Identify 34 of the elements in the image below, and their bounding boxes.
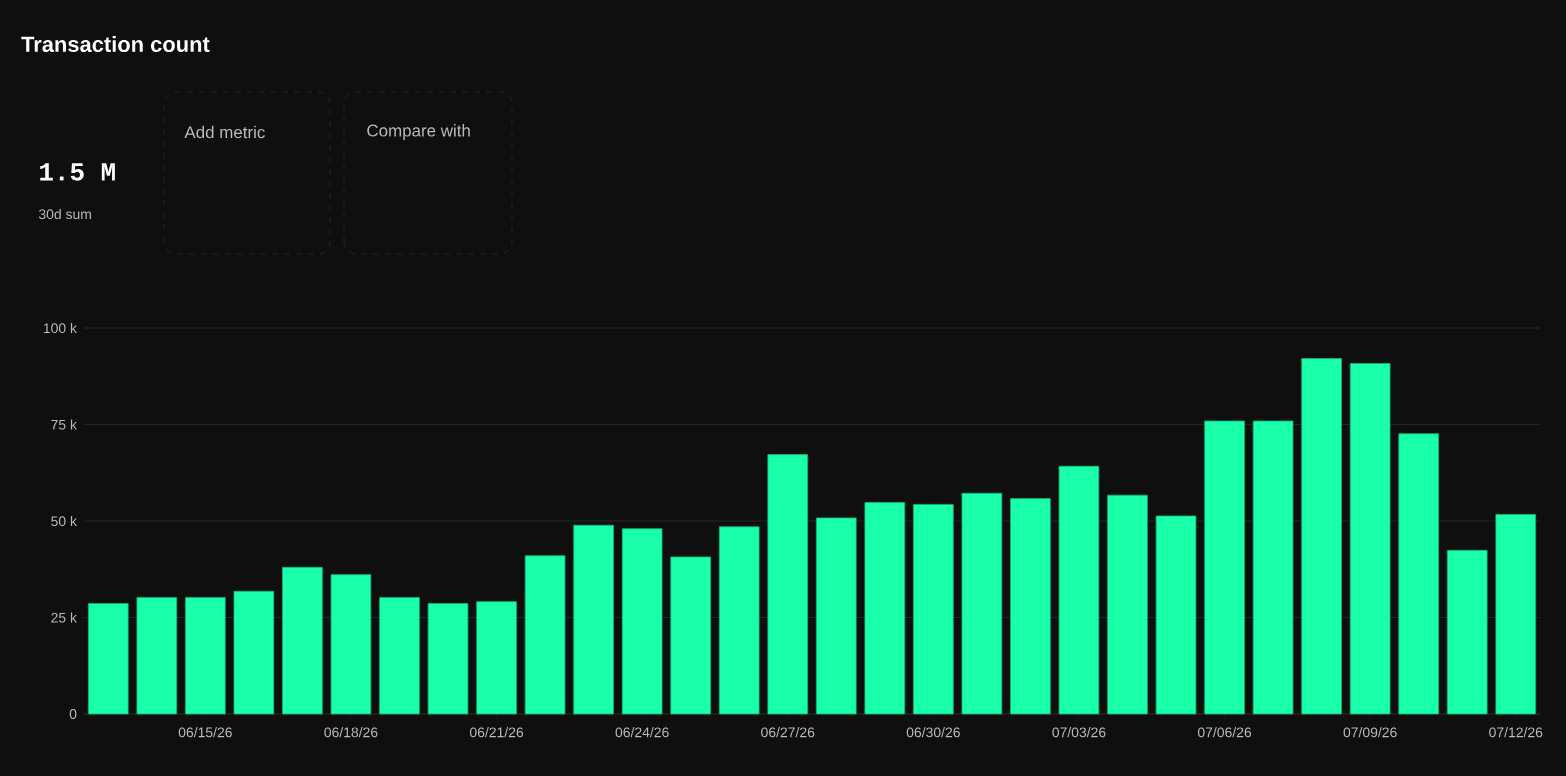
bar bbox=[815, 517, 857, 715]
bar bbox=[573, 524, 614, 715]
bar bbox=[1010, 498, 1051, 715]
bar bbox=[1301, 358, 1342, 715]
text: 1.5 M bbox=[40, 163, 115, 181]
text: Add metric bbox=[184, 125, 265, 139]
chart-title: Transaction count bbox=[21, 35, 210, 53]
bar bbox=[864, 502, 906, 715]
bar bbox=[282, 566, 323, 715]
bar bbox=[1398, 433, 1439, 715]
bar bbox=[1349, 363, 1391, 715]
bar bbox=[379, 597, 420, 715]
bar bbox=[136, 597, 178, 715]
bar bbox=[1107, 494, 1148, 715]
text: Compare with bbox=[367, 124, 470, 140]
bar bbox=[330, 574, 372, 715]
bar bbox=[427, 603, 469, 715]
bar bbox=[1058, 465, 1100, 715]
bar bbox=[1252, 420, 1294, 715]
bar bbox=[961, 492, 1003, 715]
bar bbox=[1204, 420, 1245, 715]
bar bbox=[185, 597, 226, 715]
bar bbox=[476, 601, 517, 715]
bar bbox=[1495, 514, 1537, 715]
bar bbox=[1155, 515, 1197, 715]
bar bbox=[913, 504, 954, 715]
bar bbox=[767, 454, 809, 715]
bar bbox=[87, 603, 129, 715]
bar bbox=[233, 590, 275, 715]
bar bbox=[1446, 549, 1488, 715]
bar bbox=[718, 526, 760, 715]
bar bbox=[670, 556, 711, 715]
bar bbox=[621, 528, 663, 715]
bar bbox=[524, 555, 566, 715]
